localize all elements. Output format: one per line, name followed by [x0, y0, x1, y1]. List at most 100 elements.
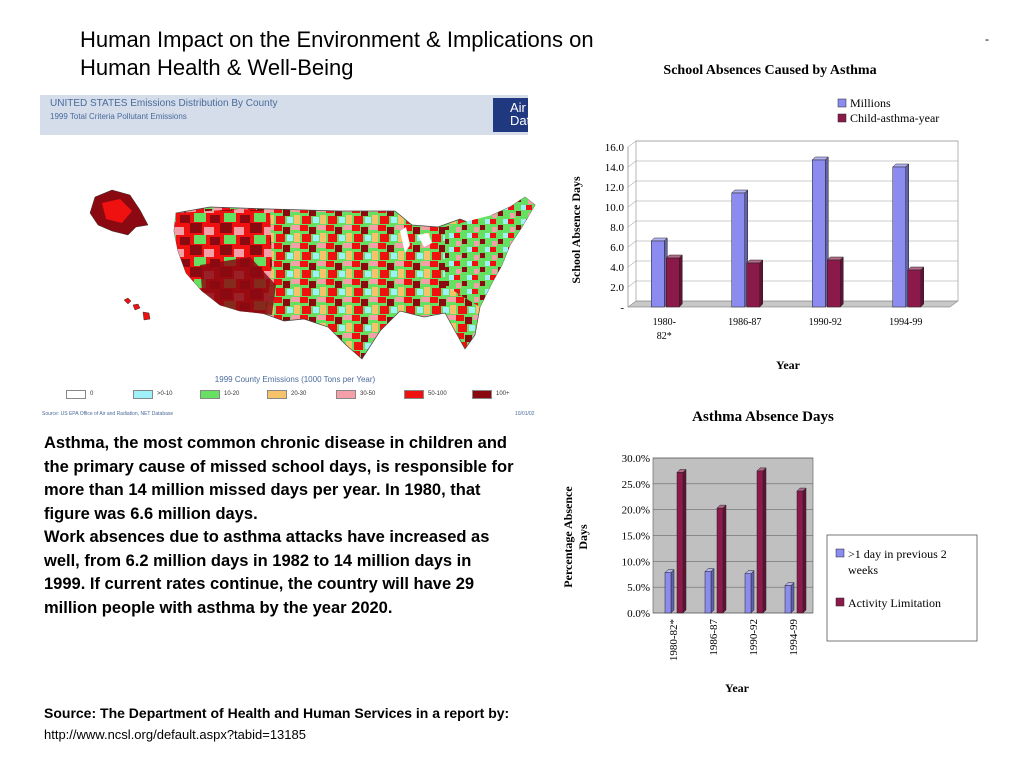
- chart1-y-axis-label: School Absence Days: [569, 176, 583, 284]
- chart2-bar-front: [784, 585, 792, 614]
- chart2-y-axis-label: Percentage AbsenceDays: [561, 486, 590, 588]
- map-legend-label: 100+: [496, 391, 510, 397]
- chart1-title: School Absences Caused by Asthma: [663, 63, 876, 78]
- page-title: Human Impact on the Environment & Implic…: [80, 27, 594, 80]
- chart2-y-axis-label-line: Days: [576, 524, 590, 550]
- chart2-bar: [676, 468, 687, 614]
- chart2-bar-front: [756, 470, 764, 614]
- chart1-gridline-diag: [627, 300, 637, 308]
- chart1-bar-front: [827, 259, 841, 308]
- chart1-bar: [731, 189, 749, 308]
- chart2-x-axis-label: Year: [725, 681, 750, 695]
- map-legend-swatch: [133, 390, 153, 399]
- chart2-legend-swatch: [835, 548, 845, 558]
- chart1-x-tick-label: 1990-92: [809, 317, 842, 328]
- map-source: Source: US EPA Office of Air and Radiati…: [42, 411, 174, 417]
- chart2-legend-label-line: weeks: [848, 563, 878, 577]
- chart2-bar: [664, 569, 675, 614]
- chart1-y-tick-label: 4.0: [610, 262, 624, 274]
- map-legend-swatch: [404, 390, 424, 399]
- chart1-bar-front: [746, 262, 760, 308]
- chart2-legend-swatch: [835, 597, 845, 607]
- map-legend-label: 0: [90, 391, 94, 397]
- chart1-bar-front: [651, 240, 665, 308]
- chart2-y-tick-label: 30.0%: [622, 453, 650, 465]
- paragraph-asthma-children: Asthma, the most common chronic disease …: [44, 434, 514, 523]
- chart2-legend-label: Activity Limitation: [848, 596, 941, 610]
- chart2-bar: [784, 582, 795, 614]
- chart2-bar-front: [676, 472, 684, 614]
- chart2-bar-front: [664, 572, 672, 614]
- chart2-title: Asthma Absence Days: [692, 409, 834, 425]
- chart2-y-tick-label: 0.0%: [627, 608, 650, 620]
- map-legend-label: 20-30: [291, 391, 307, 397]
- chart1-x-tick-label: 1994-99: [889, 317, 922, 328]
- us-county-emissions-map: [89, 189, 536, 360]
- chart2-legend-box: [826, 534, 978, 642]
- chart1-bar: [811, 156, 829, 308]
- chart2-bar-side: [682, 468, 687, 614]
- chart2-x-tick-label: 1986-87: [708, 619, 720, 656]
- chart2-bar: [756, 467, 767, 614]
- chart2-plot-area: 0.0% 5.0% 10.0% 15.0% 20.0% 25.0% 30.0% 1980-82…: [622, 453, 814, 661]
- paragraph-work-absences: Work absences due to asthma attacks have…: [44, 528, 490, 617]
- chart2-bar-front: [744, 573, 752, 614]
- chart1-gridline-diag: [627, 260, 637, 268]
- chart2-bar-side: [722, 504, 727, 614]
- chart1-plot-area: - 2.0 4.0 6.0 8.0 10.0 12.0 14.0 16.0 1980- 82* 198…: [605, 140, 959, 342]
- chart1-bar-front: [892, 166, 906, 308]
- emissions-map-panel: UNITED STATES Emissions Distribution By …: [40, 95, 552, 422]
- map-header-subtitle: 1999 Total Criteria Pollutant Emissions: [50, 112, 187, 121]
- map-legend-label: >0-10: [157, 391, 173, 397]
- source-label: Source: The Department of Health and Hum…: [44, 705, 510, 721]
- chart1-bar-front: [812, 159, 826, 308]
- chart2-y-tick-label: 10.0%: [622, 556, 650, 568]
- chart2-bar-front: [716, 507, 724, 614]
- chart1-bar: [892, 163, 910, 308]
- chart1-bar: [650, 237, 668, 308]
- chart2-bar-side: [710, 568, 715, 614]
- map-legend-label: 30-50: [360, 391, 376, 397]
- chart2-bar: [704, 568, 715, 614]
- body-text: Asthma, the most common chronic disease …: [44, 432, 514, 620]
- source-url-link[interactable]: http://www.ncsl.org/default.aspx?tabid=1…: [44, 727, 306, 742]
- chart1-bar: [907, 266, 925, 308]
- chart2-bar-front: [704, 571, 712, 614]
- chart2-bar: [744, 570, 755, 614]
- chart1-y-tick-label: 8.0: [610, 222, 624, 234]
- chart1-x-tick-label: 82*: [657, 331, 672, 342]
- chart2-bar: [716, 504, 727, 614]
- chart2-legend-label-line: >1 day in previous 2: [848, 547, 947, 561]
- chart1-gridline-diag: [627, 200, 637, 208]
- chart2-x-tick-label: 1980-82*: [668, 619, 680, 661]
- chart2-bar-side: [762, 467, 767, 614]
- chart1-bar-side: [920, 266, 924, 308]
- chart1-bar-side: [679, 254, 683, 308]
- chart1-legend-label: Millions: [850, 96, 891, 110]
- chart1-bar: [746, 259, 764, 308]
- chart2-bar-side: [790, 582, 795, 614]
- map-legend-swatch: [472, 390, 492, 399]
- air-data-badge: Air Data: [493, 98, 528, 132]
- chart1-y-tick-label: 2.0: [610, 282, 624, 294]
- chart1-gridline-diag: [627, 180, 637, 188]
- chart1-gridline-diag: [627, 240, 637, 248]
- chart2-bar-side: [802, 487, 807, 614]
- chart1-x-axis-label: Year: [776, 358, 801, 372]
- chart1-gridline-diag: [627, 160, 637, 168]
- chart1-y-tick-label: 16.0: [605, 142, 625, 154]
- source-citation: Source: The Department of Health and Hum…: [44, 703, 524, 745]
- corner-mark: -: [985, 32, 989, 46]
- chart1-legend-swatch: [837, 113, 847, 123]
- chart2-bar-side: [670, 569, 675, 614]
- map-legend-swatch: [200, 390, 220, 399]
- map-header-title: UNITED STATES Emissions Distribution By …: [50, 98, 278, 109]
- chart1-gridline-diag: [627, 140, 637, 148]
- chart2-bar-side: [750, 570, 755, 614]
- chart2-y-axis-label-line: Percentage Absence: [561, 486, 575, 588]
- chart2-bar-front: [796, 490, 804, 614]
- chart1-y-tick-label: 14.0: [605, 162, 625, 174]
- chart1-y-tick-label: 6.0: [610, 242, 624, 254]
- map-header: UNITED STATES Emissions Distribution By …: [40, 95, 528, 135]
